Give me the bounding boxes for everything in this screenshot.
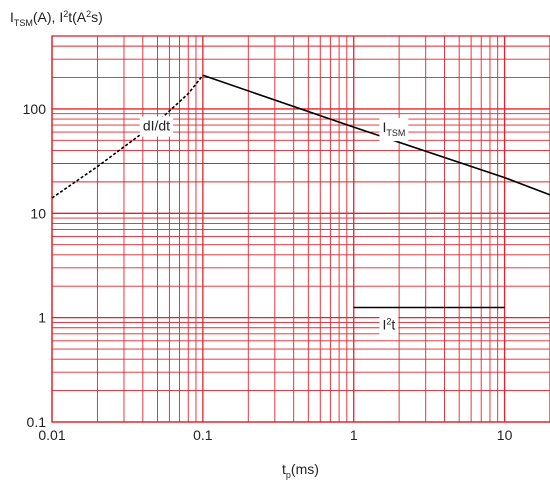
series-layer <box>51 74 550 309</box>
grid-minor <box>52 35 550 422</box>
y-tick-label: 0.1 <box>27 414 47 430</box>
y-tick-label: 1 <box>38 310 46 326</box>
annotation-i2t: I2t <box>382 316 395 332</box>
x-tick-label: 10 <box>497 427 513 443</box>
plot-frame <box>51 35 550 423</box>
x-tick-label: 1 <box>350 427 358 443</box>
y-tick-label: 10 <box>30 205 46 221</box>
label-layer: ITSM(A), I2t(A2s) tp(ms) 0.01 0.1 1 100.111… <box>10 9 513 480</box>
annotation-background <box>139 116 174 137</box>
y-tick-label: 100 <box>23 101 47 117</box>
x-tick-label: 0.01 <box>38 427 65 443</box>
series-line-itsm <box>202 74 550 196</box>
series-line-didt <box>51 74 204 199</box>
annotation-didt: dI/dt <box>143 118 170 134</box>
y-axis-title: ITSM(A), I2t(A2s) <box>10 9 103 28</box>
x-axis-title: tp(ms) <box>282 461 319 480</box>
annotation-itsm: ITSM <box>382 119 405 138</box>
annotation-background <box>379 315 399 336</box>
grid-major <box>51 35 550 423</box>
x-tick-label: 0.1 <box>193 427 213 443</box>
annotation-background <box>379 118 409 142</box>
